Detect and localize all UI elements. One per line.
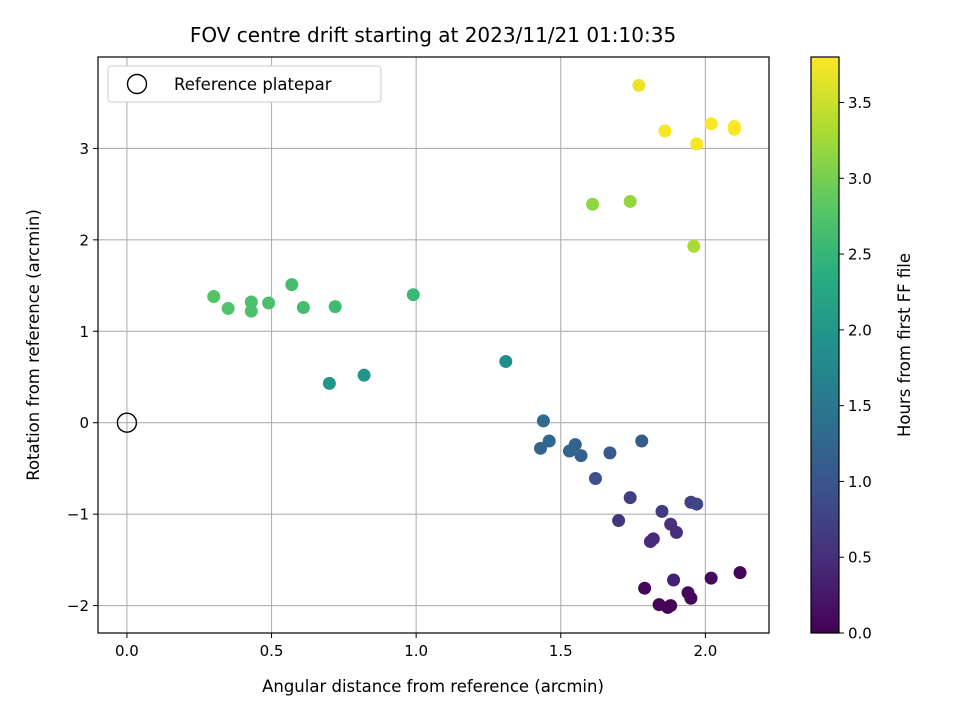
y-tick-label: −2 [67,597,89,615]
data-point [658,124,672,138]
data-point [652,598,666,612]
y-tick-label: 1 [79,323,89,341]
data-point [664,517,678,531]
data-point [635,434,649,448]
data-point [244,295,258,309]
data-point [262,296,276,310]
x-tick-label: 1.0 [404,642,428,660]
data-point [328,300,342,314]
data-point [704,571,718,585]
data-point [534,441,548,455]
data-point [690,137,704,151]
data-point [296,301,310,315]
colorbar-label: Hours from first FF file [895,253,914,437]
y-tick-label: 0 [79,414,89,432]
data-point [574,449,588,463]
data-point [733,566,747,580]
colorbar-tick-label: 3.0 [848,170,872,188]
plot-area: 0.0 0.5 1.0 1.5 2.0 −2 −1 0 1 2 3 [67,56,770,660]
colorbar-tick-label: 2.0 [848,321,872,339]
scatter-points [116,78,747,614]
x-tick-label: 2.0 [693,642,717,660]
chart-title: FOV centre drift starting at 2023/11/21 … [190,23,676,47]
legend: Reference platepar [107,65,382,103]
data-point [623,194,637,208]
data-point [603,446,617,460]
colorbar-tick-label: 2.5 [848,246,872,264]
data-point [588,471,602,485]
x-tick-label: 1.5 [549,642,573,660]
colorbar-tick-label: 1.5 [848,397,872,415]
data-point [612,514,626,528]
reference-platepar-marker [116,412,138,433]
y-axis-ticks: −2 −1 0 1 2 3 [67,140,98,615]
data-point [586,197,600,211]
data-point [285,278,299,292]
data-point [406,288,420,302]
data-point [542,434,556,448]
legend-reference-marker [126,73,148,95]
colorbar-tick-label: 0.5 [848,549,872,567]
y-tick-label: 3 [79,140,89,158]
data-point [632,78,646,92]
data-point [687,239,701,253]
x-tick-label: 0.5 [260,642,284,660]
data-point [322,376,336,390]
x-axis-ticks: 0.0 0.5 1.0 1.5 2.0 [115,633,717,660]
colorbar: 0.0 0.5 1.0 1.5 2.0 2.5 3.0 3.5 Hours from firs… [810,56,914,643]
legend-reference-label: Reference platepar [174,75,332,94]
y-tick-label: −1 [67,506,89,524]
legend-box [107,65,382,103]
data-point [655,504,669,518]
colorbar-tick-label: 1.0 [848,473,872,491]
y-axis-label: Rotation from reference (arcmin) [24,209,43,481]
data-point [499,354,513,368]
data-point [623,491,637,505]
data-point [562,444,576,458]
data-point [690,497,704,511]
colorbar-tick-label: 3.5 [848,94,872,112]
data-point [704,117,718,131]
plot-frame [97,56,770,634]
x-tick-label: 0.0 [115,642,139,660]
data-point [244,304,258,318]
data-point [667,573,681,587]
grid-lines [98,57,769,633]
data-point [207,290,221,304]
colorbar-gradient [810,56,840,634]
data-point [638,581,652,595]
x-axis-label: Angular distance from reference (arcmin) [262,677,604,696]
data-point [727,122,741,136]
colorbar-tick-label: 0.0 [848,625,872,643]
colorbar-ticks: 0.0 0.5 1.0 1.5 2.0 2.5 3.0 3.5 [839,94,872,643]
data-point [643,535,657,549]
plot-frame-background [98,57,769,633]
data-point [681,586,695,600]
data-point [536,414,550,428]
data-point [357,368,371,382]
y-tick-label: 2 [79,231,89,249]
data-point [221,301,235,315]
